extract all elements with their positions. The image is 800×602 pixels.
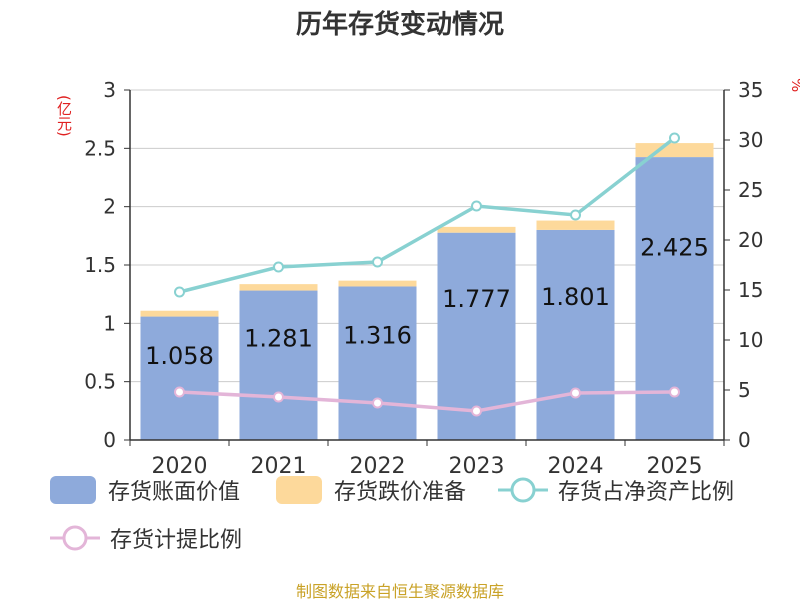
point-provision-ratio (471, 405, 482, 417)
y-left-tick-label: 0.5 (84, 370, 116, 394)
legend-item-net-asset-ratio[interactable]: 存货占净资产比例 (498, 474, 734, 506)
data-label-book-value: 1.058 (145, 342, 214, 370)
point-provision-ratio (669, 386, 680, 398)
left-axis-unit: (亿元) (55, 95, 73, 137)
bar-book-value (635, 157, 714, 441)
line-net-asset-ratio (179, 136, 676, 294)
legend-swatch-book-value (50, 476, 96, 504)
y-left-tick-label: 1.5 (84, 253, 116, 277)
data-label-book-value: 1.801 (541, 283, 610, 311)
y-left-tick-label: 2.5 (84, 136, 116, 160)
chart-title: 历年存货变动情况 (295, 10, 504, 40)
data-label-book-value: 1.777 (442, 285, 511, 313)
legend-swatch-net-asset-ratio (498, 477, 548, 503)
legend-swatch-impairment (276, 476, 322, 504)
point-net-asset-ratio (273, 261, 284, 273)
legend-swatch-provision-ratio (50, 525, 100, 551)
bar-book-value (140, 316, 219, 440)
x-tick-label: 2024 (548, 454, 604, 479)
x-tick-label: 2021 (251, 454, 307, 479)
x-tick-label: 2020 (152, 454, 208, 479)
point-provision-ratio (372, 397, 383, 409)
point-net-asset-ratio (471, 200, 482, 212)
y-right-tick-label: 30 (738, 128, 763, 152)
legend-label-impairment: 存货跌价准备 (334, 480, 467, 505)
y-right-tick-label: 35 (738, 78, 763, 102)
data-label-book-value: 1.281 (244, 324, 313, 352)
bar-book-value (338, 286, 417, 440)
right-axis-unit: % (788, 78, 800, 93)
bar-impairment (239, 284, 318, 291)
legend-label-book-value: 存货账面价值 (108, 480, 241, 505)
legend-item-book-value[interactable]: 存货账面价值 (50, 474, 240, 506)
legend-label-net-asset-ratio: 存货占净资产比例 (558, 480, 735, 505)
y-right-tick-label: 5 (738, 378, 751, 402)
legend-item-impairment[interactable]: 存货跌价准备 (276, 474, 466, 506)
y-right-tick-label: 10 (738, 328, 763, 352)
y-right-tick-label: 15 (738, 278, 763, 302)
legend-label-provision-ratio: 存货计提比例 (110, 528, 243, 553)
data-label-book-value: 1.316 (343, 322, 412, 350)
bar-impairment (536, 220, 615, 230)
bar-impairment (437, 226, 516, 233)
x-tick-label: 2025 (647, 454, 703, 479)
bar-impairment (635, 143, 714, 158)
bar-impairment (140, 310, 219, 317)
y-left-tick-label: 2 (103, 195, 116, 219)
y-right-tick-label: 20 (738, 228, 763, 252)
x-tick-label: 2022 (350, 454, 406, 479)
y-right-tick-label: 0 (738, 428, 751, 452)
point-net-asset-ratio (372, 256, 383, 268)
y-left-tick-label: 3 (103, 78, 116, 102)
data-source-note: 制图数据来自恒生聚源数据库 (295, 582, 504, 601)
bar-book-value (536, 229, 615, 440)
point-net-asset-ratio (174, 286, 185, 298)
y-right-tick-label: 25 (738, 178, 763, 202)
x-tick-label: 2023 (449, 454, 505, 479)
data-label-book-value: 2.425 (640, 234, 709, 262)
bar-impairment (338, 280, 417, 287)
point-net-asset-ratio (570, 209, 581, 221)
y-left-tick-label: 1 (103, 311, 116, 335)
point-provision-ratio (273, 391, 284, 403)
point-net-asset-ratio (669, 132, 680, 144)
legend-item-provision-ratio[interactable]: 存货计提比例 (50, 522, 242, 554)
line-provision-ratio (179, 390, 675, 413)
bar-book-value (239, 290, 318, 440)
point-provision-ratio (570, 387, 581, 399)
y-left-tick-label: 0 (103, 428, 116, 452)
point-provision-ratio (174, 386, 185, 398)
